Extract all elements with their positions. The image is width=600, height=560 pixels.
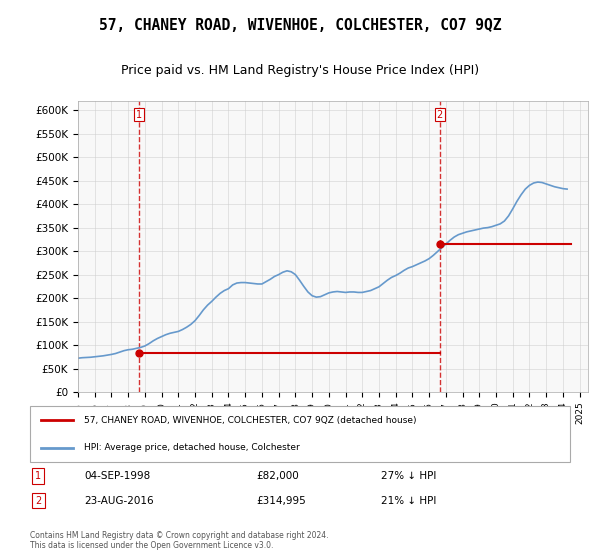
FancyBboxPatch shape: [30, 406, 570, 462]
Text: 1: 1: [136, 110, 142, 119]
Text: 04-SEP-1998: 04-SEP-1998: [84, 471, 150, 481]
Text: HPI: Average price, detached house, Colchester: HPI: Average price, detached house, Colc…: [84, 444, 300, 452]
Text: 57, CHANEY ROAD, WIVENHOE, COLCHESTER, CO7 9QZ (detached house): 57, CHANEY ROAD, WIVENHOE, COLCHESTER, C…: [84, 416, 416, 424]
Text: 57, CHANEY ROAD, WIVENHOE, COLCHESTER, CO7 9QZ: 57, CHANEY ROAD, WIVENHOE, COLCHESTER, C…: [99, 18, 501, 32]
Text: 2: 2: [35, 496, 41, 506]
Text: Contains HM Land Registry data © Crown copyright and database right 2024.
This d: Contains HM Land Registry data © Crown c…: [30, 531, 329, 550]
Text: Price paid vs. HM Land Registry's House Price Index (HPI): Price paid vs. HM Land Registry's House …: [121, 64, 479, 77]
Text: £314,995: £314,995: [257, 496, 307, 506]
Text: 1: 1: [35, 471, 41, 481]
Text: 21% ↓ HPI: 21% ↓ HPI: [381, 496, 436, 506]
Text: 2: 2: [437, 110, 443, 119]
Text: £82,000: £82,000: [257, 471, 299, 481]
Text: 23-AUG-2016: 23-AUG-2016: [84, 496, 154, 506]
Text: 27% ↓ HPI: 27% ↓ HPI: [381, 471, 436, 481]
